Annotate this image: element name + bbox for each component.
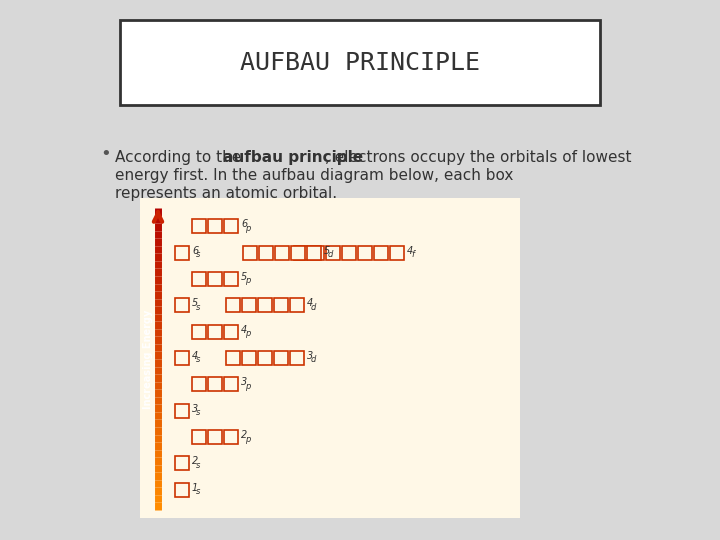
Text: 3: 3 — [192, 404, 198, 414]
Text: s: s — [196, 461, 200, 470]
Bar — [358, 246, 372, 260]
Bar — [175, 456, 189, 470]
Bar — [208, 272, 222, 286]
Text: s: s — [196, 250, 200, 259]
Text: , electrons occupy the orbitals of lowest: , electrons occupy the orbitals of lowes… — [325, 150, 631, 165]
Bar — [390, 246, 404, 260]
Text: 3: 3 — [241, 377, 247, 387]
Text: 1: 1 — [192, 483, 198, 493]
Bar — [175, 404, 189, 418]
Bar — [374, 246, 388, 260]
Bar — [274, 298, 288, 312]
Text: •: • — [100, 145, 111, 163]
Bar — [140, 198, 520, 518]
Bar — [208, 377, 222, 392]
Bar — [226, 351, 240, 365]
Bar — [224, 377, 238, 392]
Text: s: s — [196, 355, 200, 364]
Text: p: p — [245, 382, 251, 391]
Text: According to the: According to the — [115, 150, 246, 165]
Text: 3: 3 — [307, 351, 313, 361]
Text: AUFBAU PRINCIPLE: AUFBAU PRINCIPLE — [240, 51, 480, 75]
Bar — [192, 377, 206, 392]
Text: 4: 4 — [307, 298, 313, 308]
Bar — [224, 219, 238, 233]
Bar — [224, 272, 238, 286]
Bar — [192, 325, 206, 339]
Bar — [224, 325, 238, 339]
Bar — [192, 430, 206, 444]
Text: d: d — [311, 303, 316, 312]
Text: d: d — [328, 250, 333, 259]
Bar — [290, 351, 304, 365]
Text: d: d — [311, 355, 316, 364]
Bar — [242, 298, 256, 312]
Bar — [326, 246, 340, 260]
Bar — [175, 351, 189, 365]
Text: p: p — [245, 276, 251, 286]
Bar — [290, 298, 304, 312]
Text: Increasing Energy: Increasing Energy — [143, 309, 153, 409]
Text: s: s — [196, 303, 200, 312]
Bar — [242, 351, 256, 365]
Text: s: s — [196, 408, 200, 417]
Text: 6: 6 — [241, 219, 247, 229]
Text: p: p — [245, 224, 251, 233]
Bar — [208, 430, 222, 444]
Bar — [226, 298, 240, 312]
Text: 4: 4 — [192, 351, 198, 361]
Bar — [175, 246, 189, 260]
Bar — [291, 246, 305, 260]
Bar — [275, 246, 289, 260]
Text: 2: 2 — [192, 456, 198, 467]
Text: 6: 6 — [192, 246, 198, 255]
Text: 4: 4 — [241, 325, 247, 335]
Text: aufbau principle: aufbau principle — [223, 150, 363, 165]
Text: represents an atomic orbital.: represents an atomic orbital. — [115, 186, 337, 201]
Bar — [243, 246, 257, 260]
Bar — [310, 246, 324, 260]
Text: 2: 2 — [241, 430, 247, 440]
Bar — [175, 483, 189, 497]
Bar — [192, 219, 206, 233]
Text: 4: 4 — [407, 246, 413, 255]
Bar — [224, 430, 238, 444]
Bar — [208, 325, 222, 339]
Text: s: s — [196, 487, 200, 496]
Bar — [258, 298, 272, 312]
Text: p: p — [245, 435, 251, 443]
Bar — [294, 246, 308, 260]
Bar — [192, 272, 206, 286]
Text: f: f — [411, 250, 414, 259]
Bar — [274, 351, 288, 365]
Bar — [208, 219, 222, 233]
Text: p: p — [245, 329, 251, 338]
Text: 5: 5 — [241, 272, 247, 282]
Bar — [258, 351, 272, 365]
Text: energy first. In the aufbau diagram below, each box: energy first. In the aufbau diagram belo… — [115, 168, 513, 183]
Bar — [259, 246, 273, 260]
Bar — [307, 246, 321, 260]
Text: 5: 5 — [324, 246, 330, 255]
Text: 5: 5 — [192, 298, 198, 308]
Bar — [175, 298, 189, 312]
Bar — [120, 20, 600, 105]
Bar — [342, 246, 356, 260]
